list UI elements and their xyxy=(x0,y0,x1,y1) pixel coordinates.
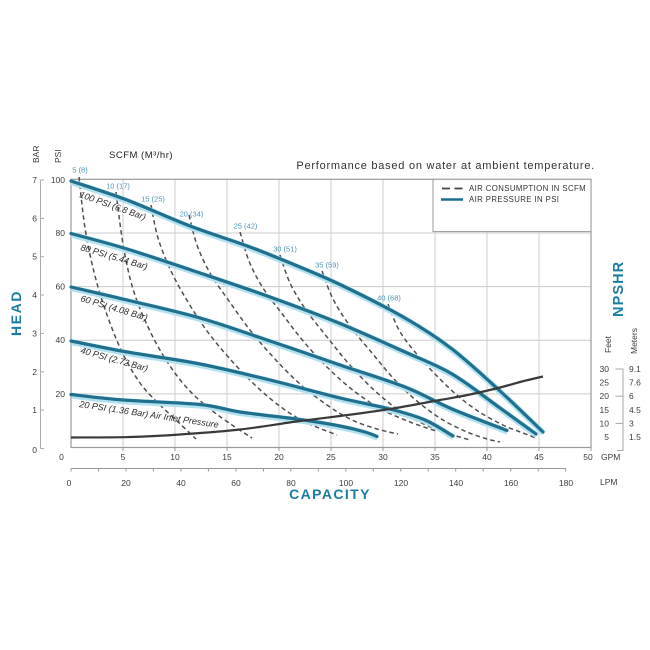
svg-text:9.1: 9.1 xyxy=(629,364,641,374)
svg-text:5: 5 xyxy=(604,432,609,442)
svg-text:15: 15 xyxy=(222,452,232,462)
svg-text:2: 2 xyxy=(32,367,37,377)
svg-text:45: 45 xyxy=(534,452,544,462)
svg-text:6: 6 xyxy=(629,391,634,401)
svg-text:35: 35 xyxy=(430,452,440,462)
svg-text:1: 1 xyxy=(32,405,37,415)
svg-text:20: 20 xyxy=(121,478,131,488)
svg-text:20: 20 xyxy=(274,452,284,462)
svg-text:0: 0 xyxy=(59,452,64,462)
svg-text:20: 20 xyxy=(600,391,610,401)
svg-text:NPSHR: NPSHR xyxy=(611,261,627,317)
svg-text:15: 15 xyxy=(600,405,610,415)
svg-text:Meters: Meters xyxy=(629,328,639,354)
svg-text:AIR PRESSURE IN PSI: AIR PRESSURE IN PSI xyxy=(469,195,559,204)
svg-text:10 (17): 10 (17) xyxy=(106,182,130,191)
svg-text:GPM: GPM xyxy=(601,452,620,462)
svg-text:60: 60 xyxy=(231,478,241,488)
svg-text:SCFM (M³/hr): SCFM (M³/hr) xyxy=(109,150,173,161)
svg-text:AIR CONSUMPTION IN SCFM: AIR CONSUMPTION IN SCFM xyxy=(469,184,586,193)
svg-text:30: 30 xyxy=(600,364,610,374)
svg-text:1.5: 1.5 xyxy=(629,432,641,442)
svg-text:140: 140 xyxy=(449,478,463,488)
svg-text:20: 20 xyxy=(56,389,66,399)
svg-text:40: 40 xyxy=(176,478,186,488)
svg-text:40: 40 xyxy=(56,335,66,345)
svg-text:50: 50 xyxy=(583,452,593,462)
svg-text:5 (8): 5 (8) xyxy=(72,166,88,175)
svg-text:7: 7 xyxy=(32,175,37,185)
svg-text:100: 100 xyxy=(51,175,65,185)
svg-text:25: 25 xyxy=(600,378,610,388)
svg-text:3: 3 xyxy=(629,418,634,428)
svg-text:4.5: 4.5 xyxy=(629,405,641,415)
svg-text:10: 10 xyxy=(170,452,180,462)
svg-text:60: 60 xyxy=(56,282,66,292)
svg-text:0: 0 xyxy=(67,478,72,488)
svg-text:25 (42): 25 (42) xyxy=(234,222,258,231)
svg-text:80: 80 xyxy=(56,228,66,238)
svg-text:0: 0 xyxy=(32,445,37,455)
svg-text:100: 100 xyxy=(339,478,353,488)
svg-text:30 (51): 30 (51) xyxy=(273,245,297,254)
svg-text:30: 30 xyxy=(378,452,388,462)
svg-text:Feet: Feet xyxy=(603,335,613,353)
svg-text:7.6: 7.6 xyxy=(629,378,641,388)
svg-text:5: 5 xyxy=(32,252,37,262)
svg-text:25: 25 xyxy=(326,452,336,462)
svg-text:180: 180 xyxy=(559,478,573,488)
svg-text:CAPACITY: CAPACITY xyxy=(289,486,371,502)
svg-text:40: 40 xyxy=(482,452,492,462)
svg-text:PSI: PSI xyxy=(53,149,63,163)
svg-text:HEAD: HEAD xyxy=(8,290,24,336)
svg-text:15 (25): 15 (25) xyxy=(141,195,165,204)
svg-text:4: 4 xyxy=(32,290,37,300)
svg-text:40 (68): 40 (68) xyxy=(377,294,401,303)
svg-text:160: 160 xyxy=(504,478,518,488)
svg-text:BAR: BAR xyxy=(31,146,41,163)
svg-text:Performance based on water at: Performance based on water at ambient te… xyxy=(296,160,595,172)
svg-text:6: 6 xyxy=(32,213,37,223)
svg-text:3: 3 xyxy=(32,328,37,338)
svg-text:10: 10 xyxy=(600,418,610,428)
svg-text:80: 80 xyxy=(286,478,296,488)
svg-text:5: 5 xyxy=(121,452,126,462)
svg-text:35 (59): 35 (59) xyxy=(315,261,339,270)
svg-text:120: 120 xyxy=(394,478,408,488)
svg-text:20 (34): 20 (34) xyxy=(180,210,204,219)
svg-text:LPM: LPM xyxy=(600,477,617,487)
